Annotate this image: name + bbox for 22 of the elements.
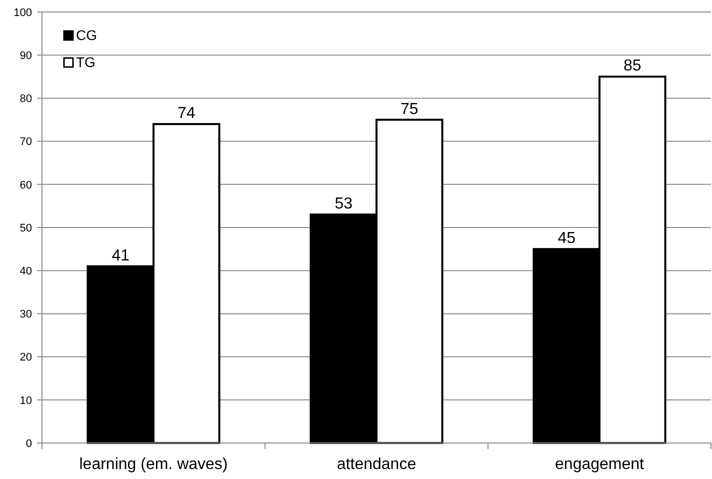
legend-label: CG xyxy=(76,27,97,43)
legend-label: TG xyxy=(76,54,96,70)
y-tick-label: 20 xyxy=(20,352,32,364)
x-tick-label: engagement xyxy=(555,456,645,473)
x-tick-label: attendance xyxy=(336,456,416,473)
data-label: 53 xyxy=(334,196,353,213)
data-label: 41 xyxy=(112,247,130,264)
x-tick-label: learning (em. waves) xyxy=(79,456,228,473)
y-tick-label: 10 xyxy=(20,394,32,407)
y-tick-label: 70 xyxy=(20,136,32,148)
data-label: 45 xyxy=(558,230,576,248)
y-tick-label: 60 xyxy=(20,179,32,192)
y-tick-label: 80 xyxy=(20,93,32,106)
y-tick-label: 40 xyxy=(20,265,32,278)
y-tick-label: 100 xyxy=(14,6,32,19)
y-tick-label: 0 xyxy=(26,438,32,450)
y-tick-label: 50 xyxy=(20,222,32,234)
data-label: 75 xyxy=(400,100,418,118)
y-tick-label: 30 xyxy=(20,308,32,321)
data-label: 74 xyxy=(177,105,196,122)
data-label: 85 xyxy=(623,58,642,75)
y-tick-label: 90 xyxy=(20,50,32,62)
